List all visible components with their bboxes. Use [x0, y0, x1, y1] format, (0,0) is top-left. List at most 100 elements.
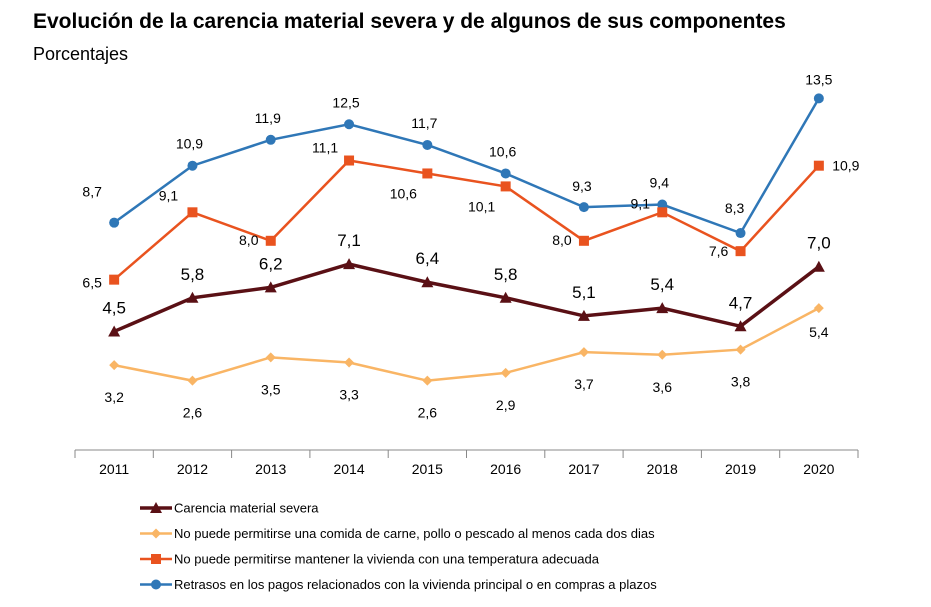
data-point-triangle [264, 281, 277, 293]
data-point-circle [735, 228, 746, 239]
data-point-square [735, 246, 746, 257]
data-point-diamond [813, 303, 824, 314]
data-label: 9,1 [159, 187, 179, 203]
legend-label: Carencia material severa [174, 501, 319, 516]
data-point-triangle [421, 276, 434, 288]
data-point-square [657, 207, 668, 218]
legend-item: No puede permitirse una comida de carne,… [140, 526, 655, 541]
data-label: 11,1 [312, 140, 338, 156]
data-label: 9,3 [572, 178, 592, 194]
data-label: 7,1 [337, 231, 361, 250]
legend-item: No puede permitirse mantener la vivienda… [140, 552, 600, 567]
data-label: 9,1 [631, 195, 651, 211]
data-point-circle [813, 93, 824, 104]
x-tick-label: 2018 [647, 461, 678, 477]
data-label: 6,4 [416, 249, 440, 268]
data-label: 8,3 [725, 200, 745, 216]
data-label: 8,0 [239, 232, 259, 248]
legend-label: No puede permitirse una comida de carne,… [174, 526, 655, 541]
x-tick-label: 2016 [490, 461, 521, 477]
legend-item: Retrasos en los pagos relacionados con l… [140, 577, 657, 592]
chart-subtitle: Porcentajes [33, 44, 129, 64]
data-point-circle [187, 160, 198, 171]
data-label: 6,2 [259, 254, 283, 273]
data-label: 4,5 [102, 298, 126, 317]
data-point-triangle [812, 260, 825, 272]
data-point-diamond [500, 367, 511, 378]
series-line [113, 262, 820, 334]
data-point-triangle [108, 325, 121, 337]
legend-label: No puede permitirse mantener la vivienda… [174, 552, 600, 567]
data-label: 8,0 [552, 232, 572, 248]
data-point-square [109, 274, 120, 285]
data-point-square [344, 155, 355, 166]
data-label: 11,7 [411, 115, 437, 131]
data-point-diamond [657, 349, 668, 360]
data-label: 8,7 [82, 184, 102, 200]
data-label: 5,1 [572, 283, 596, 302]
data-label: 3,7 [574, 376, 594, 392]
data-label: 11,9 [255, 110, 281, 126]
data-point-triangle [186, 291, 199, 303]
data-point-square [187, 207, 198, 218]
data-point-square [422, 168, 433, 179]
data-label: 9,4 [650, 175, 670, 191]
data-point-circle [422, 139, 433, 150]
data-label: 4,7 [729, 293, 753, 312]
series-circle: 8,7 10,9 11,9 12,5 11,7 10,6 9,3 9,4 8,3 13,5 [82, 71, 833, 239]
data-point-diamond [265, 352, 276, 363]
data-label: 2,6 [418, 405, 438, 421]
x-tick-label: 2017 [568, 461, 599, 477]
x-tick-label: 2013 [255, 461, 286, 477]
data-label: 2,9 [496, 397, 516, 413]
data-point-triangle [343, 258, 356, 270]
data-point-diamond [735, 344, 746, 355]
data-label: 7,6 [709, 243, 729, 259]
series-diamond: 3,2 2,6 3,5 3,3 2,6 2,9 3,7 3,6 3,8 5,4 [104, 303, 829, 421]
data-label: 13,5 [805, 71, 832, 87]
data-label: 7,0 [807, 234, 831, 253]
data-label: 5,4 [809, 324, 829, 340]
data-point-diamond [187, 375, 198, 386]
data-point-circle [265, 134, 276, 145]
x-tick-label: 2014 [333, 461, 364, 477]
series-line [113, 97, 820, 235]
data-point-diamond [151, 528, 161, 539]
data-label: 12,5 [332, 94, 359, 110]
data-label: 3,2 [104, 389, 124, 405]
data-label: 2,6 [183, 405, 203, 421]
data-label: 3,8 [731, 374, 751, 390]
data-label: 5,8 [181, 265, 205, 284]
data-label: 10,9 [176, 136, 203, 152]
data-point-square [151, 554, 161, 564]
data-point-diamond [109, 360, 120, 371]
data-point-square [813, 160, 824, 171]
data-label: 10,6 [489, 143, 516, 159]
data-point-circle [578, 202, 589, 213]
x-tick-label: 2015 [412, 461, 443, 477]
data-label: 3,3 [339, 387, 359, 403]
series-square: 6,5 9,1 8,0 11,1 10,6 10,1 8,0 9,1 7,6 10,9 [82, 140, 859, 291]
x-tick-label: 2019 [725, 461, 756, 477]
data-label: 6,5 [82, 275, 102, 291]
data-point-triangle [734, 320, 747, 332]
data-point-triangle [577, 309, 590, 321]
data-point-circle [109, 217, 120, 228]
data-label: 10,9 [832, 158, 859, 174]
data-point-triangle [150, 502, 162, 513]
data-point-diamond [422, 375, 433, 386]
data-point-triangle [656, 302, 669, 314]
legend-item: Carencia material severa [140, 501, 319, 516]
series-line [113, 159, 820, 281]
data-point-circle [344, 119, 355, 130]
data-label: 5,4 [650, 275, 674, 294]
data-point-circle [500, 168, 511, 179]
data-label: 5,8 [494, 265, 518, 284]
data-label: 3,5 [261, 381, 281, 397]
x-tick-label: 2012 [177, 461, 208, 477]
data-point-square [578, 235, 589, 246]
data-label: 10,6 [390, 185, 417, 201]
data-point-square [265, 235, 276, 246]
data-label: 10,1 [468, 198, 495, 214]
